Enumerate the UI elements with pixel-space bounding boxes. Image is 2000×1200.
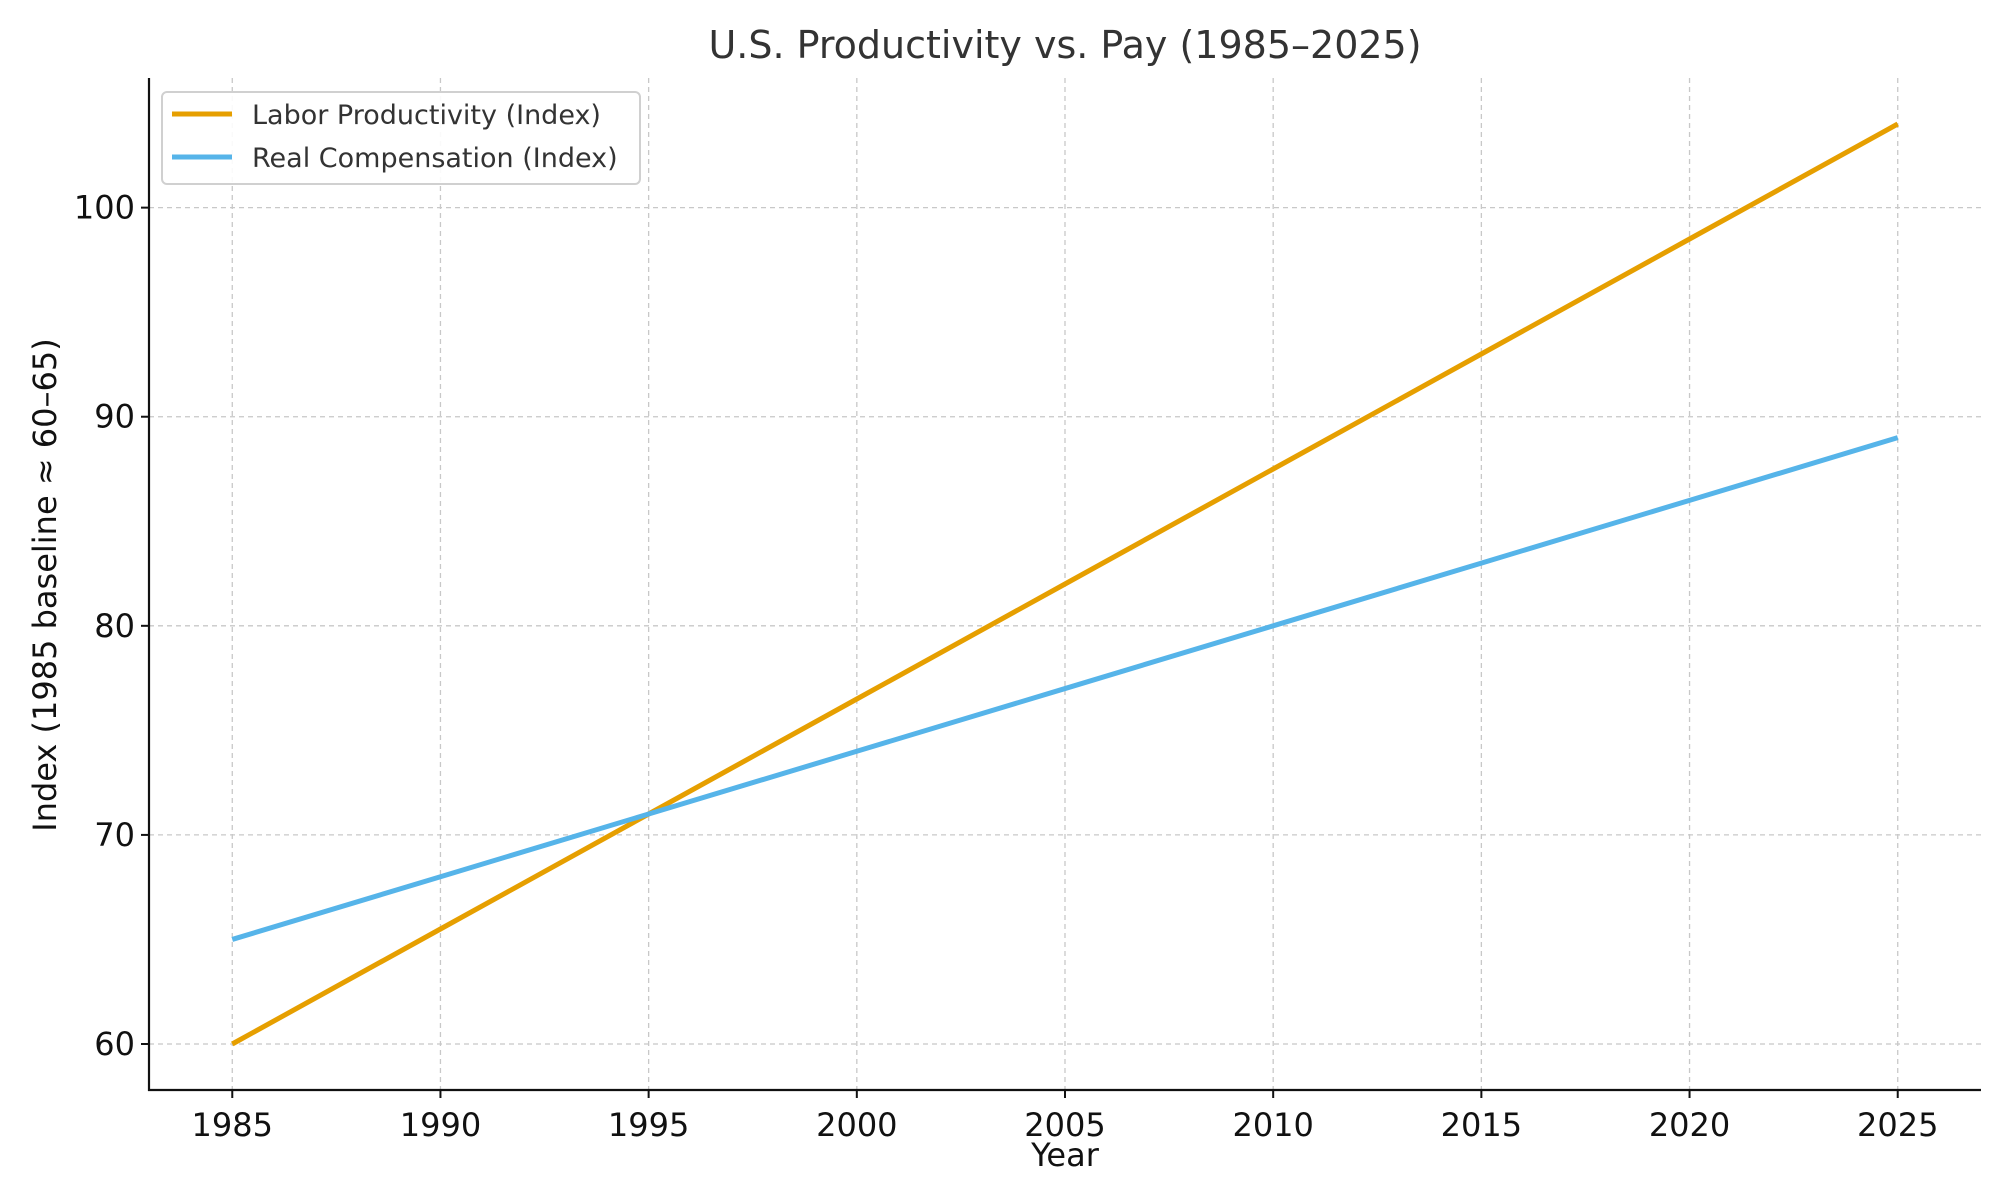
legend-box xyxy=(161,91,641,185)
legend: Labor Productivity (Index) Real Compensa… xyxy=(161,91,641,185)
x-tick-label: 1990 xyxy=(400,1106,481,1144)
x-tick-label: 2025 xyxy=(1857,1106,1938,1144)
x-tick-label: 2015 xyxy=(1441,1106,1522,1144)
y-tick-label: 60 xyxy=(94,1025,135,1063)
x-axis-label: Year xyxy=(1030,1136,1100,1174)
x-tick-label: 2000 xyxy=(816,1106,897,1144)
y-tick-label: 100 xyxy=(74,189,135,227)
x-tick-label: 2010 xyxy=(1232,1106,1313,1144)
x-tick-label: 2020 xyxy=(1649,1106,1730,1144)
y-tick-label: 80 xyxy=(94,607,135,645)
x-tick-label: 1995 xyxy=(608,1106,689,1144)
y-tick-label: 90 xyxy=(94,398,135,436)
y-tick-label: 70 xyxy=(94,816,135,854)
x-tick-label: 2005 xyxy=(1024,1106,1105,1144)
ticks: 1985 1990 1995 2000 2005 2010 2015 2020 2025 60 70… xyxy=(74,189,1939,1144)
y-axis-label: Index (1985 baseline ≈ 60–65) xyxy=(26,338,64,831)
series-lines xyxy=(231,121,1899,1047)
x-tick-label: 1985 xyxy=(192,1106,273,1144)
legend-label-real-compensation: Real Compensation (Index) xyxy=(252,143,618,174)
legend-label-labor-productivity: Labor Productivity (Index) xyxy=(252,100,601,131)
chart-title: U.S. Productivity vs. Pay (1985–2025) xyxy=(708,23,1421,67)
